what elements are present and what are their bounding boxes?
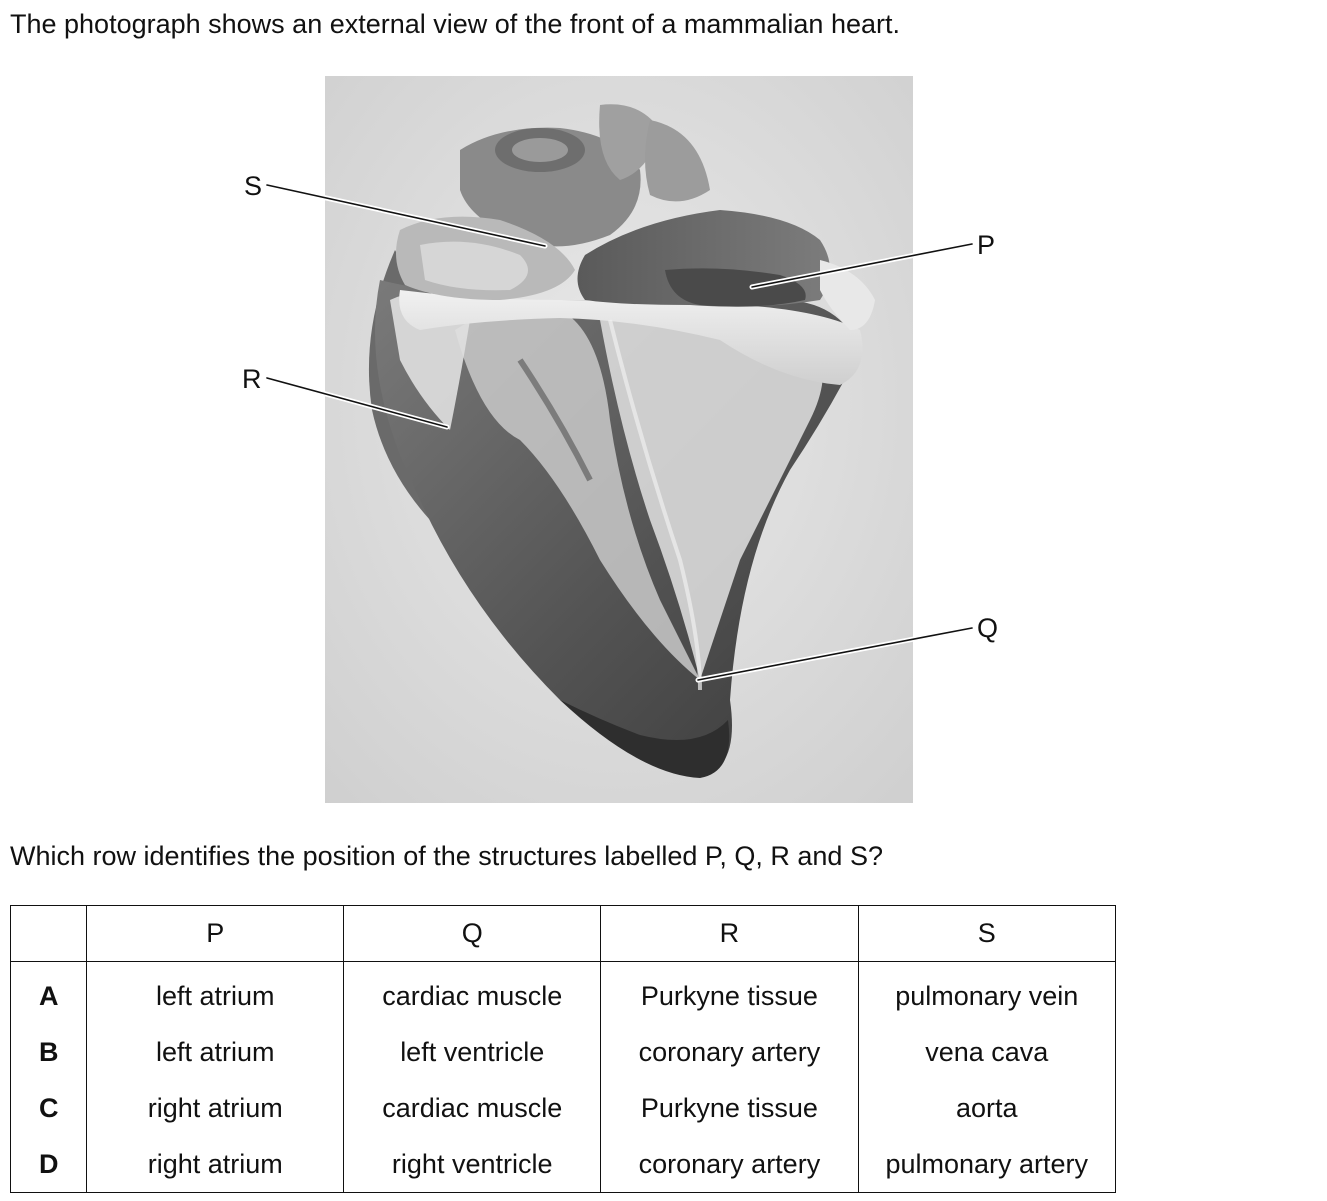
header-s: S	[857, 905, 1117, 962]
table-header-row: P Q R S	[9, 905, 1117, 962]
header-corner	[9, 905, 88, 962]
cell-s: vena cava	[857, 1024, 1117, 1080]
cell-r: Purkyne tissue	[600, 961, 859, 1024]
table-row-b: B left atrium left ventricle coronary ar…	[9, 1024, 1117, 1080]
row-letter: A	[9, 961, 88, 1024]
cell-q: cardiac muscle	[343, 961, 602, 1024]
cell-q: right ventricle	[343, 1136, 602, 1193]
label-r: R	[242, 364, 262, 394]
table-row-d: D right atrium right ventricle coronary …	[9, 1136, 1117, 1193]
cell-p: right atrium	[86, 1136, 345, 1193]
leader-lines	[264, 182, 975, 683]
cell-p: left atrium	[86, 961, 345, 1024]
cell-p: left atrium	[86, 1024, 345, 1080]
heart-photo	[368, 104, 875, 778]
row-letter: B	[9, 1024, 88, 1080]
cell-r: coronary artery	[600, 1136, 859, 1193]
cell-p: right atrium	[86, 1080, 345, 1136]
table-row-c: C right atrium cardiac muscle Purkyne ti…	[9, 1080, 1117, 1136]
row-letter: D	[9, 1136, 88, 1193]
intro-text: The photograph shows an external view of…	[10, 9, 900, 39]
cell-q: cardiac muscle	[343, 1080, 602, 1136]
cell-q: left ventricle	[343, 1024, 602, 1080]
header-p: P	[86, 905, 345, 962]
row-letter: C	[9, 1080, 88, 1136]
table-row-a: A left atrium cardiac muscle Purkyne tis…	[9, 961, 1117, 1024]
answer-table: P Q R S A left atrium cardiac muscle Pur…	[9, 905, 1117, 1193]
label-s: S	[244, 171, 262, 201]
label-q: Q	[977, 613, 998, 643]
cell-s: aorta	[857, 1080, 1117, 1136]
heart-figure: S R P Q	[242, 76, 998, 803]
label-p: P	[977, 230, 995, 260]
cell-r: Purkyne tissue	[600, 1080, 859, 1136]
question-text: Which row identifies the position of the…	[10, 841, 883, 871]
header-q: Q	[343, 905, 602, 962]
cell-r: coronary artery	[600, 1024, 859, 1080]
cell-s: pulmonary vein	[857, 961, 1117, 1024]
header-r: R	[600, 905, 859, 962]
cell-s: pulmonary artery	[857, 1136, 1117, 1193]
